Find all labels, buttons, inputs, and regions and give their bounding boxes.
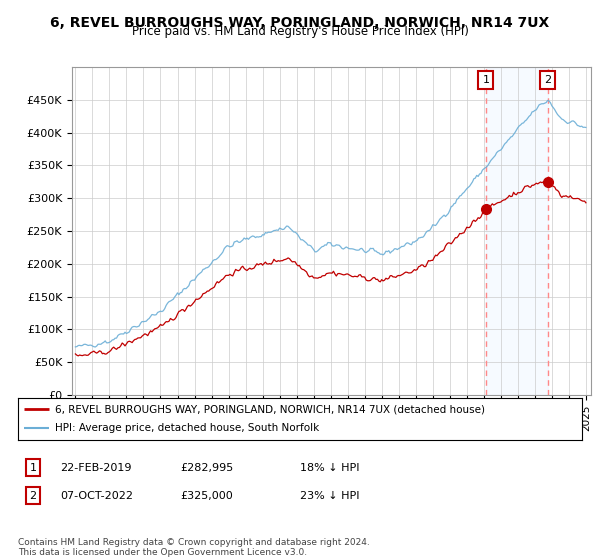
Text: 22-FEB-2019: 22-FEB-2019	[60, 463, 131, 473]
Text: HPI: Average price, detached house, South Norfolk: HPI: Average price, detached house, Sout…	[55, 423, 319, 433]
Text: £325,000: £325,000	[180, 491, 233, 501]
Text: 2: 2	[544, 75, 551, 85]
Bar	[486, 67, 548, 395]
Text: 1: 1	[29, 463, 37, 473]
Text: 18% ↓ HPI: 18% ↓ HPI	[300, 463, 359, 473]
Text: 6, REVEL BURROUGHS WAY, PORINGLAND, NORWICH, NR14 7UX: 6, REVEL BURROUGHS WAY, PORINGLAND, NORW…	[50, 16, 550, 30]
Text: 1: 1	[482, 75, 490, 85]
Text: £282,995: £282,995	[180, 463, 233, 473]
Text: Price paid vs. HM Land Registry's House Price Index (HPI): Price paid vs. HM Land Registry's House …	[131, 25, 469, 38]
Text: 2: 2	[29, 491, 37, 501]
Text: 07-OCT-2022: 07-OCT-2022	[60, 491, 133, 501]
Text: Contains HM Land Registry data © Crown copyright and database right 2024.
This d: Contains HM Land Registry data © Crown c…	[18, 538, 370, 557]
Text: 23% ↓ HPI: 23% ↓ HPI	[300, 491, 359, 501]
Text: 6, REVEL BURROUGHS WAY, PORINGLAND, NORWICH, NR14 7UX (detached house): 6, REVEL BURROUGHS WAY, PORINGLAND, NORW…	[55, 404, 485, 414]
